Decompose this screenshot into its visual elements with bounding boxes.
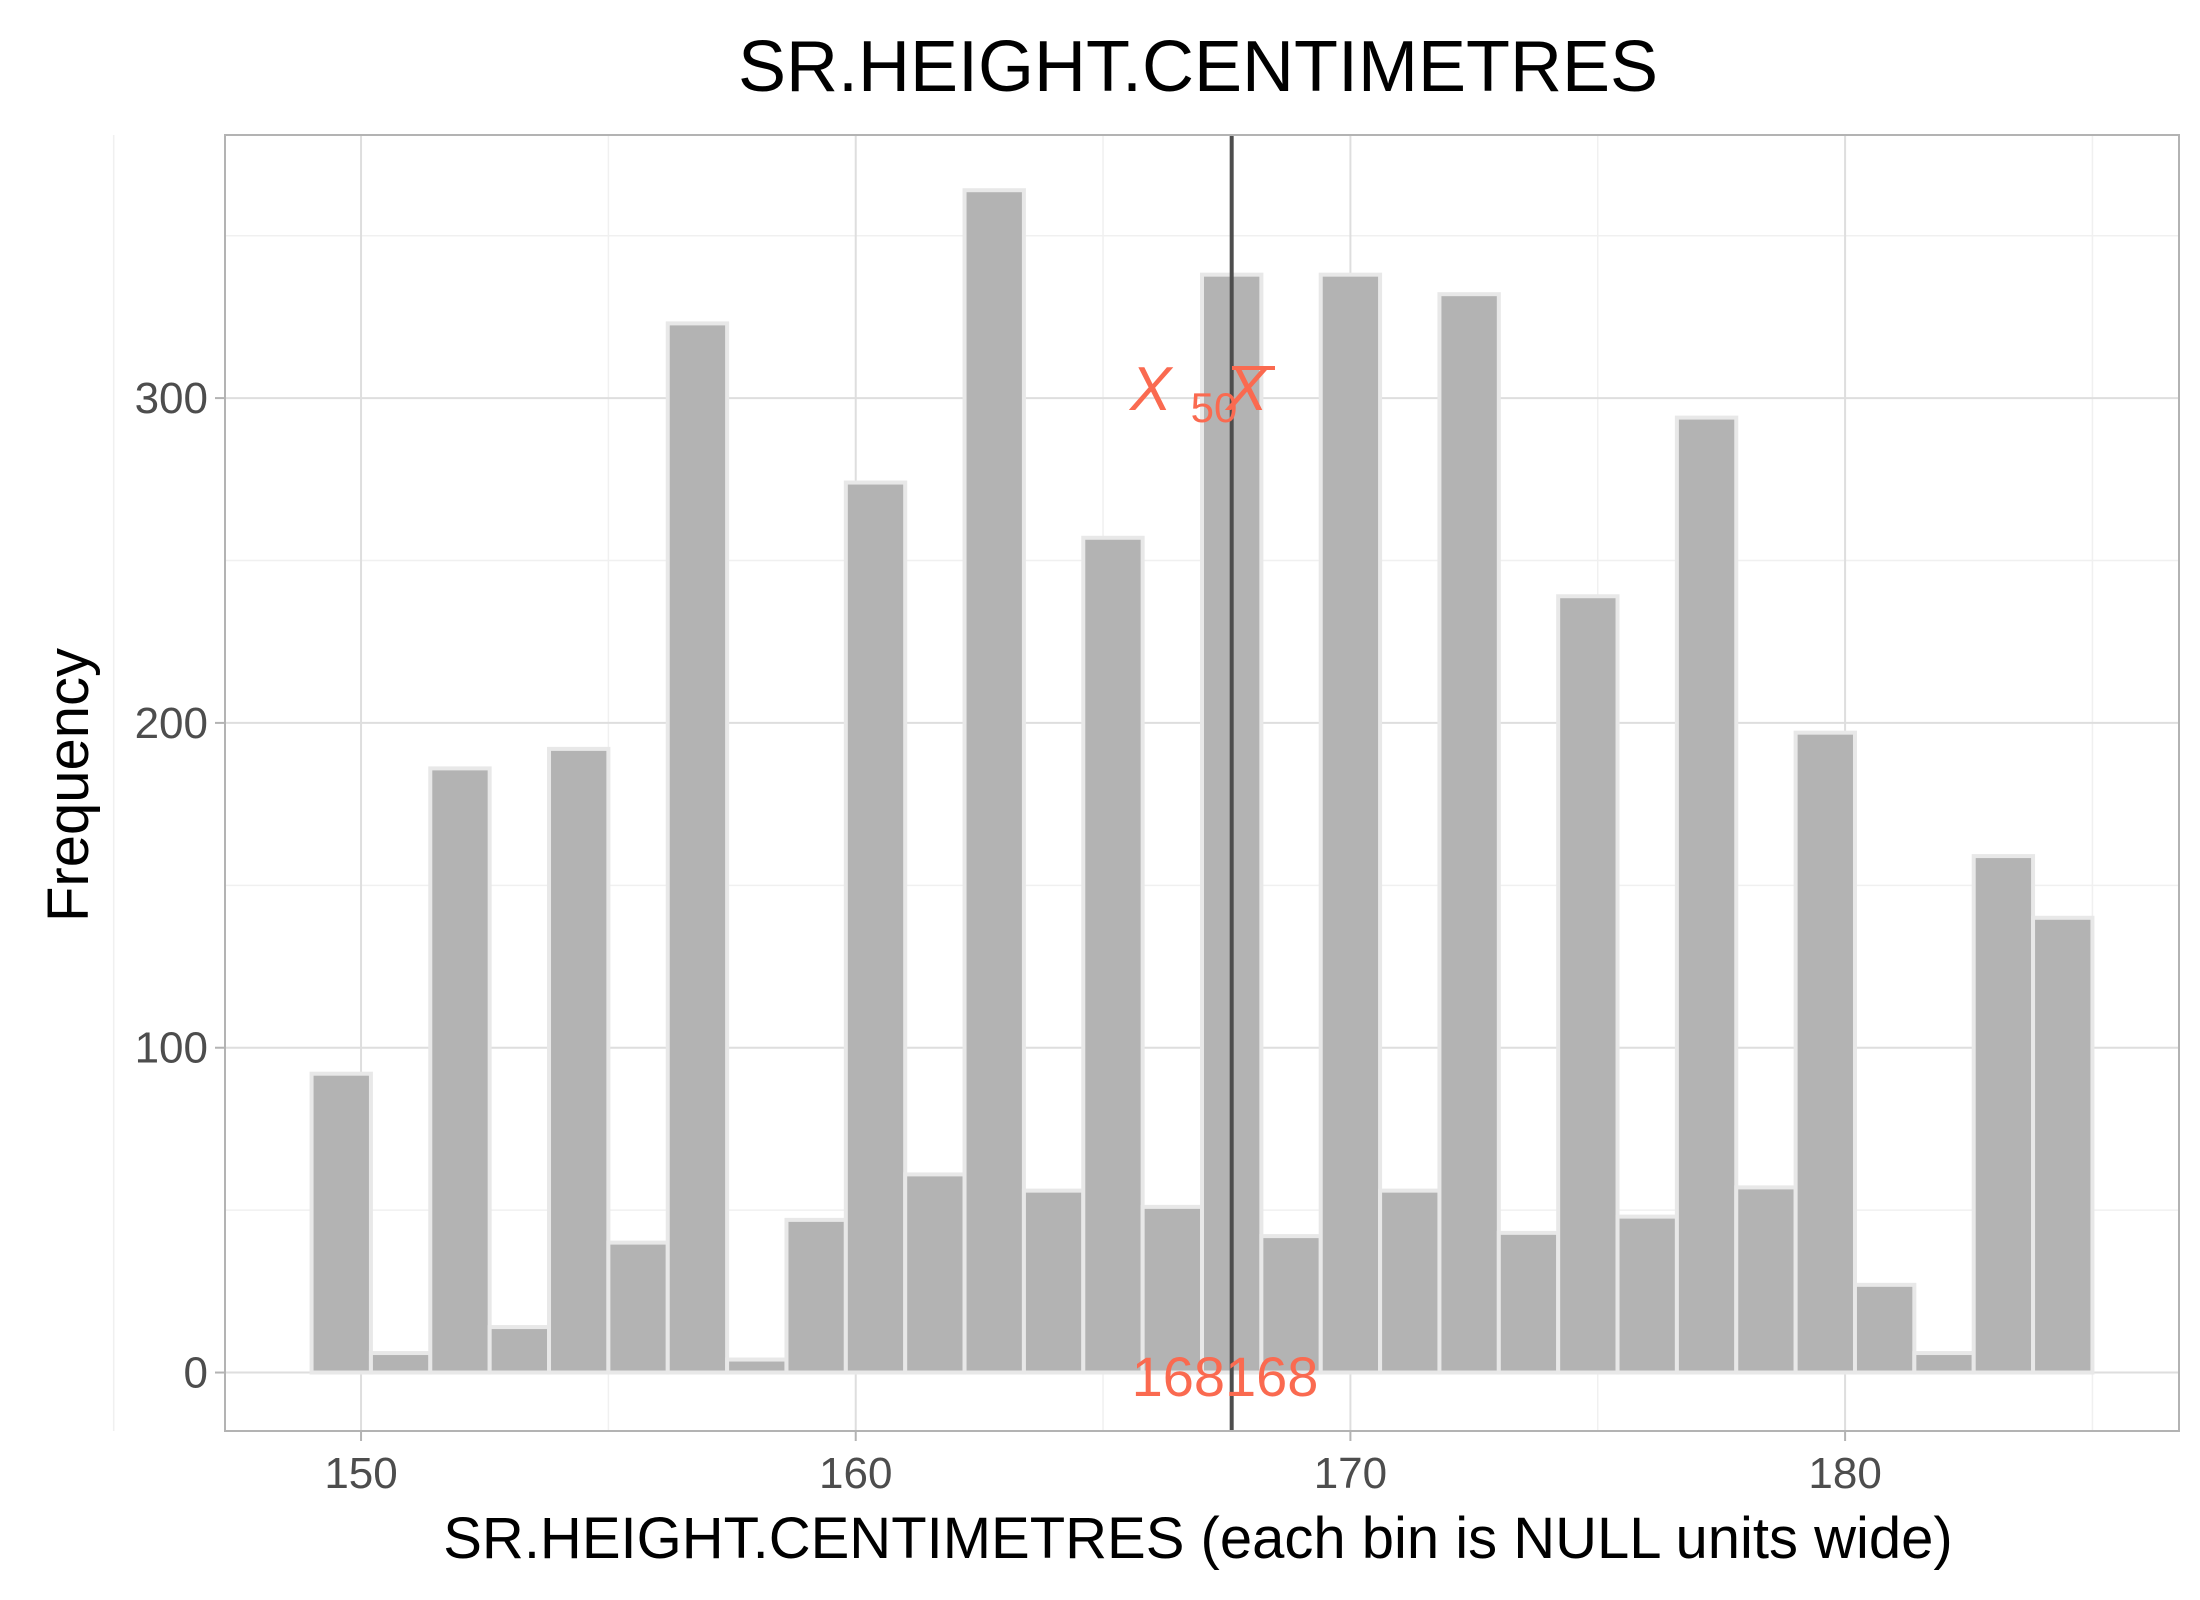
panel-border [224,134,2180,1432]
x-tick-label: 180 [1808,1449,1881,1498]
histogram-bar [725,1357,789,1375]
histogram-bar [1378,1188,1442,1375]
median-symbol: X [1128,355,1174,424]
histogram-bar [1021,1188,1086,1375]
histogram-bar [784,1217,848,1375]
y-axis-ticks: 0 100 200 300 [135,374,225,1398]
x-axis-ticks: 150 160 170 180 [324,1431,1882,1498]
histogram-bar [1081,535,1145,1375]
histogram-bar [1259,1234,1323,1375]
median-symbol-annotation: X 50 [1128,355,1237,431]
histogram-bar [1734,1185,1798,1375]
chart-title: SR.HEIGHT.CENTIMETRES [738,27,1658,107]
mean-symbol-annotation: X [1224,355,1270,424]
bars-layer [309,188,2095,1375]
histogram-bar [665,321,730,1375]
histogram-bar [2031,915,2095,1375]
annotation-layer: X 50 X 168168 [1128,355,1318,1408]
histogram-bar [1437,292,1501,1375]
histogram-bar [368,1351,433,1375]
histogram-bar [1556,594,1620,1375]
histogram-bar [1140,1204,1204,1375]
histogram-bar [1615,1214,1679,1375]
histogram-bar [1793,730,1857,1375]
x-tick-label: 170 [1314,1449,1387,1498]
histogram-bar [1852,1282,1917,1375]
y-tick-label: 300 [135,374,208,423]
histogram-bar [843,480,908,1375]
y-tick-label: 0 [184,1349,208,1398]
histogram-bar [547,746,611,1375]
histogram-bar [962,188,1026,1375]
value-annotation: 168168 [1132,1345,1319,1408]
y-tick-label: 200 [135,699,208,748]
histogram-bar [428,766,492,1375]
histogram-bar [1496,1230,1561,1375]
histogram-bar [1674,415,1739,1375]
histogram-bar [1318,272,1383,1375]
median-subscript: 50 [1191,384,1238,431]
x-tick-label: 150 [324,1449,397,1498]
x-axis-title: SR.HEIGHT.CENTIMETRES (each bin is NULL … [443,1506,1952,1571]
histogram-bar [1971,854,2036,1375]
y-tick-label: 100 [135,1024,208,1073]
y-axis-title: Frequency [36,648,101,922]
histogram-bar [309,1071,373,1375]
histogram-bar [903,1172,967,1375]
histogram-bar [1912,1351,1976,1375]
x-tick-label: 160 [819,1449,892,1498]
histogram-bar [606,1240,670,1375]
histogram-bar [487,1325,552,1375]
